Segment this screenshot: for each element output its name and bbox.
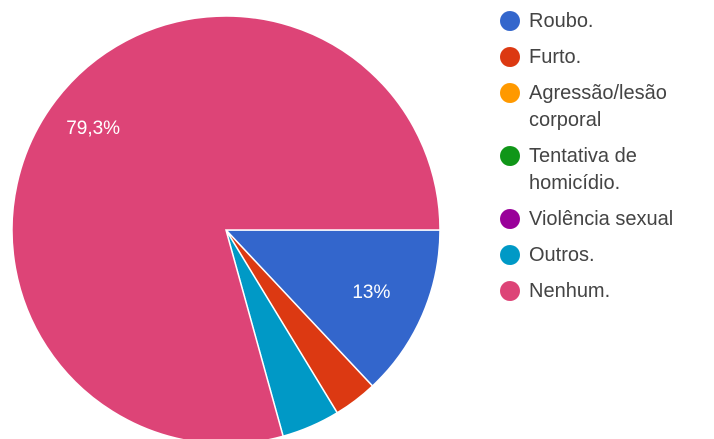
slice-data-label: 79,3% bbox=[66, 118, 120, 139]
pie-svg: 13% 79,3% bbox=[11, 15, 441, 439]
legend-item-outros[interactable]: Outros. bbox=[500, 242, 714, 269]
legend: Roubo. Furto. Agressão/lesão corporal Te… bbox=[500, 8, 714, 314]
legend-label: Violência sexual bbox=[529, 208, 674, 230]
legend-label: Tentativa de homicídio. bbox=[529, 145, 637, 194]
legend-swatch bbox=[500, 209, 520, 229]
legend-label: Roubo. bbox=[529, 10, 594, 32]
legend-swatch bbox=[500, 47, 520, 67]
legend-swatch bbox=[500, 83, 520, 103]
pie-slice-6[interactable] bbox=[11, 15, 441, 439]
slice-data-label: 13% bbox=[352, 282, 390, 303]
pie-slice-0[interactable] bbox=[224, 229, 441, 388]
legend-item-violencia[interactable]: Violência sexual bbox=[500, 206, 714, 233]
legend-label: Nenhum. bbox=[529, 280, 611, 302]
legend-item-tentativa[interactable]: Tentativa de homicídio. bbox=[500, 143, 714, 197]
legend-swatch bbox=[500, 281, 520, 301]
legend-item-roubo[interactable]: Roubo. bbox=[500, 8, 714, 35]
legend-item-agressao[interactable]: Agressão/lesão corporal bbox=[500, 80, 714, 134]
legend-item-furto[interactable]: Furto. bbox=[500, 44, 714, 71]
legend-swatch bbox=[500, 11, 520, 31]
legend-label: Furto. bbox=[529, 46, 582, 68]
legend-label: Agressão/lesão corporal bbox=[529, 82, 667, 131]
legend-label: Outros. bbox=[529, 244, 595, 266]
legend-swatch bbox=[500, 146, 520, 166]
legend-swatch bbox=[500, 245, 520, 265]
legend-item-nenhum[interactable]: Nenhum. bbox=[500, 278, 714, 305]
